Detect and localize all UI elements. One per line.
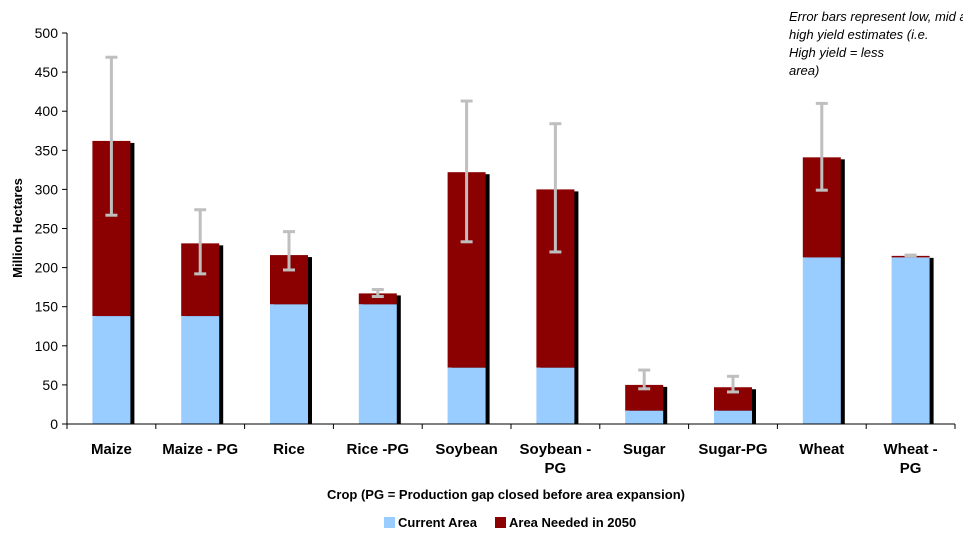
y-tick-label: 0 bbox=[50, 416, 58, 432]
bar-current-area bbox=[891, 257, 930, 424]
y-tick-label: 50 bbox=[42, 377, 58, 393]
legend-swatch bbox=[495, 517, 506, 528]
x-axis-labels: Maize Maize - PG Rice Rice -PG Soybean Soybea… bbox=[91, 441, 938, 477]
x-tick-label: Wheat - bbox=[884, 441, 938, 458]
x-tick-label: PG bbox=[545, 460, 567, 477]
chart-annotation: Error bars represent low, mid and high yi… bbox=[789, 9, 963, 78]
y-tick-label: 100 bbox=[35, 338, 59, 354]
annotation-line: Error bars represent low, mid and bbox=[789, 9, 963, 24]
x-tick-label: Soybean bbox=[435, 441, 498, 458]
x-tick-label: Maize - PG bbox=[162, 441, 238, 458]
x-tick-label: Maize bbox=[91, 441, 132, 458]
x-tick-label: Soybean - bbox=[520, 441, 592, 458]
y-tick-label: 150 bbox=[35, 299, 59, 315]
y-tick-label: 250 bbox=[35, 221, 59, 237]
x-tick-label: Rice bbox=[273, 441, 305, 458]
bar-area-needed-2050 bbox=[358, 293, 397, 305]
bar-current-area bbox=[802, 257, 841, 424]
bar-current-area bbox=[447, 367, 486, 424]
y-tick-label: 400 bbox=[35, 103, 59, 119]
legend-label: Current Area bbox=[398, 515, 478, 530]
y-tick-label: 450 bbox=[35, 64, 59, 80]
legend-label: Area Needed in 2050 bbox=[509, 515, 636, 530]
bar-current-area bbox=[270, 304, 308, 424]
bar-current-area bbox=[625, 410, 664, 424]
legend: Current Area Area Needed in 2050 bbox=[384, 515, 636, 530]
bar-current-area bbox=[358, 304, 397, 424]
y-tick-label: 200 bbox=[35, 260, 59, 276]
legend-swatch bbox=[384, 517, 395, 528]
bar-current-area bbox=[536, 367, 575, 424]
x-tick-label: Sugar bbox=[623, 441, 666, 458]
y-tick-label: 300 bbox=[35, 181, 59, 197]
x-tick-label: PG bbox=[900, 460, 922, 477]
bar-current-area bbox=[92, 316, 131, 424]
annotation-line: high yield estimates (i.e. bbox=[789, 27, 928, 42]
error-bars bbox=[105, 55, 917, 394]
y-axis-title: Million Hectares bbox=[10, 178, 25, 278]
bar-current-area bbox=[181, 316, 220, 424]
annotation-line: area) bbox=[789, 63, 819, 78]
y-tick-label: 350 bbox=[35, 142, 59, 158]
y-axis-ticks: 0 50 100 150 200 250 300 350 400 450 500 bbox=[35, 25, 956, 432]
x-axis-title: Crop (PG = Production gap closed before … bbox=[327, 487, 685, 502]
bar-current-area bbox=[714, 410, 752, 424]
annotation-line: High yield = less bbox=[789, 45, 885, 60]
x-tick-label: Wheat bbox=[799, 441, 844, 458]
x-tick-label: Sugar-PG bbox=[698, 441, 767, 458]
x-tick-label: Rice -PG bbox=[347, 441, 410, 458]
bars bbox=[92, 140, 934, 424]
y-tick-label: 500 bbox=[35, 25, 59, 41]
bar-area-needed-2050 bbox=[714, 387, 752, 411]
